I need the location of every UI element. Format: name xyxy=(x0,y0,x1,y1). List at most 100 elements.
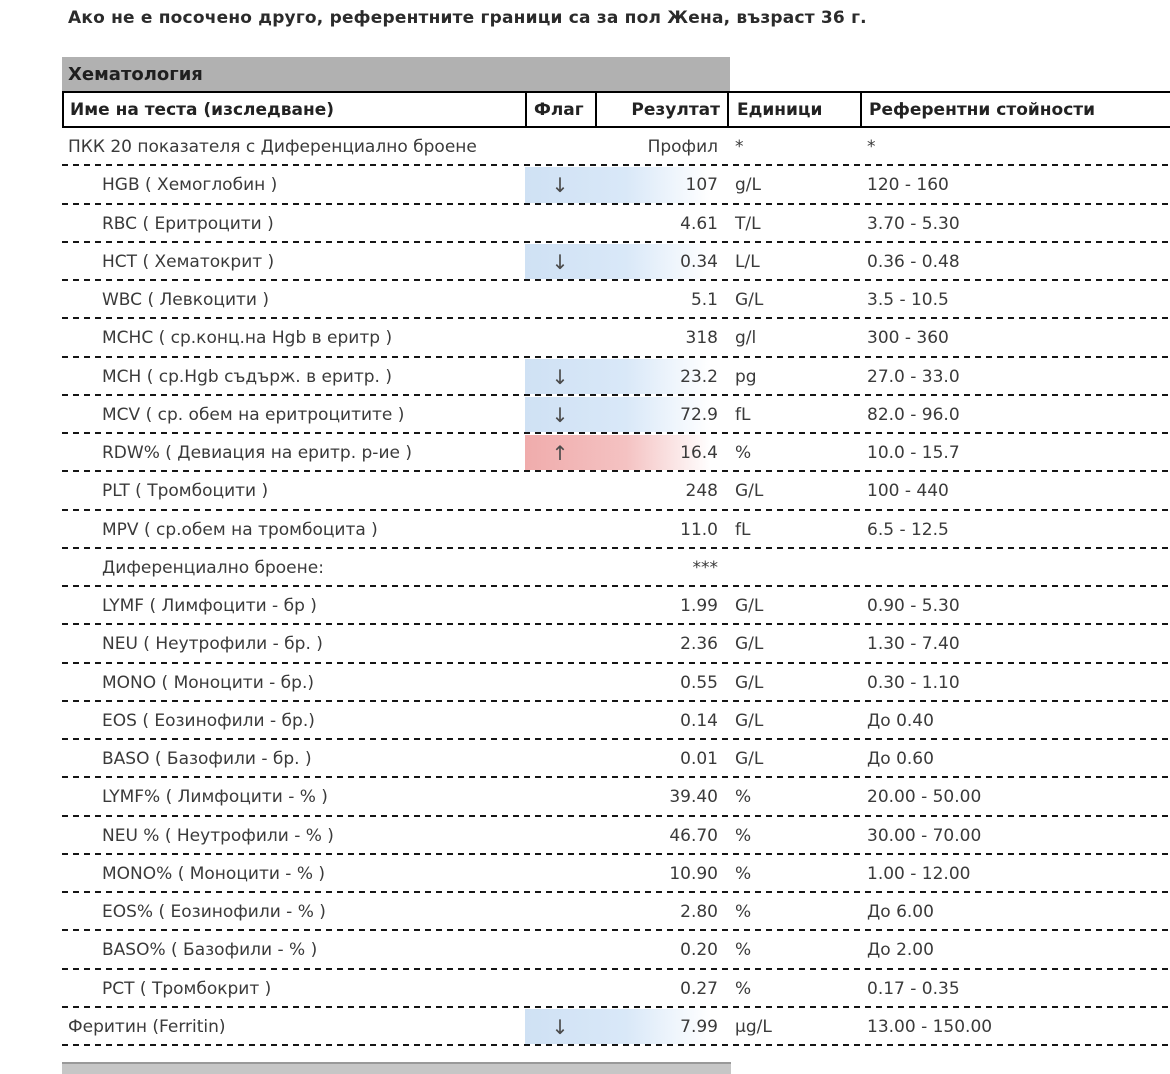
units-value: g/l xyxy=(735,328,757,349)
table-row: PLT ( Тромбоцити ) 248 G/L 100 - 440 xyxy=(62,472,1170,511)
result-value: 0.20 xyxy=(680,940,718,961)
flag-highlight xyxy=(525,243,727,279)
result-value: 107 xyxy=(685,175,718,196)
units-value: % xyxy=(735,443,752,464)
result-value: 1.99 xyxy=(680,596,718,617)
reference-range: * xyxy=(867,137,876,158)
units-value: µg/L xyxy=(735,1016,772,1037)
units-value: % xyxy=(735,902,752,923)
flag-highlight xyxy=(525,1008,727,1044)
result-value: 0.01 xyxy=(680,749,718,770)
table-row: LYMF ( Лимфоцити - бр ) 1.99 G/L 0.90 - … xyxy=(62,587,1170,626)
units-value: % xyxy=(735,825,752,846)
test-name: HCT ( Хематокрит ) xyxy=(102,251,275,272)
flag-arrow-icon: ↓ xyxy=(551,1014,569,1039)
column-header-reference: Референтни стойности xyxy=(869,99,1096,120)
test-name: PCT ( Тромбокрит ) xyxy=(102,978,272,999)
column-header-test-name: Име на теста (изследване) xyxy=(64,93,527,126)
test-name: NEU ( Неутрофили - бр. ) xyxy=(102,634,323,655)
table-row: MCH ( ср.Hgb съдърж. в еритр. ) ↓ 23.2 p… xyxy=(62,358,1170,397)
result-value: 0.55 xyxy=(680,672,718,693)
table-header-row: Име на теста (изследване) Флаг Резултат … xyxy=(62,91,1170,128)
result-value: 39.40 xyxy=(669,787,718,808)
reference-range: 100 - 440 xyxy=(867,481,949,502)
reference-range: 0.36 - 0.48 xyxy=(867,251,960,272)
test-name: Феритин (Ferritin) xyxy=(68,1016,226,1037)
flag-highlight xyxy=(525,358,727,394)
units-value: G/L xyxy=(735,710,764,731)
flag-arrow-icon: ↓ xyxy=(551,364,569,389)
next-section-bar xyxy=(62,1062,731,1074)
test-name: RBC ( Еритроцити ) xyxy=(102,213,274,234)
units-value: g/L xyxy=(735,175,761,196)
reference-range: 0.90 - 5.30 xyxy=(867,596,960,617)
reference-range: 20.00 - 50.00 xyxy=(867,787,982,808)
test-name: MCH ( ср.Hgb съдърж. в еритр. ) xyxy=(102,366,392,387)
test-name: HGB ( Хемоглобин ) xyxy=(102,175,278,196)
units-value: pg xyxy=(735,366,757,387)
table-row: WBC ( Левкоцити ) 5.1 G/L 3.5 - 10.5 xyxy=(62,281,1170,320)
table-row: RDW% ( Девиация на еритр. р-ие ) ↑ 16.4 … xyxy=(62,434,1170,473)
test-name: RDW% ( Девиация на еритр. р-ие ) xyxy=(102,443,412,464)
result-value: 318 xyxy=(685,328,718,349)
table-row: EOS ( Еозинофили - бр.) 0.14 G/L До 0.40 xyxy=(62,702,1170,741)
table-row: RBC ( Еритроцити ) 4.61 T/L 3.70 - 5.30 xyxy=(62,205,1170,244)
table-row: MCHC ( ср.конц.на Hgb в еритр ) 318 g/l … xyxy=(62,319,1170,358)
reference-range: 300 - 360 xyxy=(867,328,949,349)
reference-range: До 0.60 xyxy=(867,749,934,770)
reference-range: 3.70 - 5.30 xyxy=(867,213,960,234)
table-row: MCV ( ср. обем на еритроцитите ) ↓ 72.9 … xyxy=(62,396,1170,435)
table-row: ПКК 20 показателя с Диференциално броене… xyxy=(62,128,1170,167)
section-header-hematology: Хематология xyxy=(62,57,730,91)
reference-range: До 0.40 xyxy=(867,710,934,731)
result-value: 5.1 xyxy=(690,290,718,311)
table-row: Феритин (Ferritin) ↓ 7.99 µg/L 13.00 - 1… xyxy=(62,1008,1170,1047)
units-value: G/L xyxy=(735,672,764,693)
reference-range: 13.00 - 150.00 xyxy=(867,1016,993,1037)
test-name: NEU % ( Неутрофили - % ) xyxy=(102,825,334,846)
column-header-units: Единици xyxy=(729,93,862,126)
units-value: L/L xyxy=(735,251,760,272)
result-value: 46.70 xyxy=(669,825,718,846)
flag-highlight xyxy=(525,435,727,471)
reference-range: 10.0 - 15.7 xyxy=(867,443,960,464)
test-name: PLT ( Тромбоцити ) xyxy=(102,481,269,502)
units-value: % xyxy=(735,940,752,961)
units-value: fL xyxy=(735,519,751,540)
result-value: 0.34 xyxy=(680,251,718,272)
flag-arrow-icon: ↑ xyxy=(551,441,569,466)
result-value: 7.99 xyxy=(680,1016,718,1037)
test-name: LYMF% ( Лимфоцити - % ) xyxy=(102,787,328,808)
units-value: % xyxy=(735,787,752,808)
table-row: BASO ( Базофили - бр. ) 0.01 G/L До 0.60 xyxy=(62,740,1170,779)
results-table-body: ПКК 20 показателя с Диференциално броене… xyxy=(62,128,1170,1047)
reference-range: 0.17 - 0.35 xyxy=(867,978,960,999)
table-row: NEU % ( Неутрофили - % ) 46.70 % 30.00 -… xyxy=(62,817,1170,856)
reference-range: 27.0 - 33.0 xyxy=(867,366,960,387)
result-value: 2.80 xyxy=(680,902,718,923)
table-row: PCT ( Тромбокрит ) 0.27 % 0.17 - 0.35 xyxy=(62,970,1170,1009)
flag-arrow-icon: ↓ xyxy=(551,249,569,274)
test-name: EOS ( Еозинофили - бр.) xyxy=(102,710,315,731)
units-value: G/L xyxy=(735,634,764,655)
units-value: G/L xyxy=(735,290,764,311)
test-name: LYMF ( Лимфоцити - бр ) xyxy=(102,596,317,617)
column-header-flag: Флаг xyxy=(527,93,597,126)
table-row: MONO ( Моноцити - бр.) 0.55 G/L 0.30 - 1… xyxy=(62,664,1170,703)
result-value: 248 xyxy=(685,481,718,502)
reference-range: 3.5 - 10.5 xyxy=(867,290,949,311)
reference-range: 1.30 - 7.40 xyxy=(867,634,960,655)
test-name: MONO% ( Моноцити - % ) xyxy=(102,863,326,884)
units-value: % xyxy=(735,978,752,999)
units-value: fL xyxy=(735,404,751,425)
test-name: EOS% ( Еозинофили - % ) xyxy=(102,902,326,923)
reference-range: 6.5 - 12.5 xyxy=(867,519,949,540)
reference-range: 1.00 - 12.00 xyxy=(867,863,971,884)
units-value: * xyxy=(735,137,744,158)
result-value: *** xyxy=(692,557,719,578)
flag-arrow-icon: ↓ xyxy=(551,402,569,427)
result-value: Профил xyxy=(647,137,718,158)
column-header-result: Резултат xyxy=(597,93,729,126)
table-row: MONO% ( Моноцити - % ) 10.90 % 1.00 - 12… xyxy=(62,855,1170,894)
